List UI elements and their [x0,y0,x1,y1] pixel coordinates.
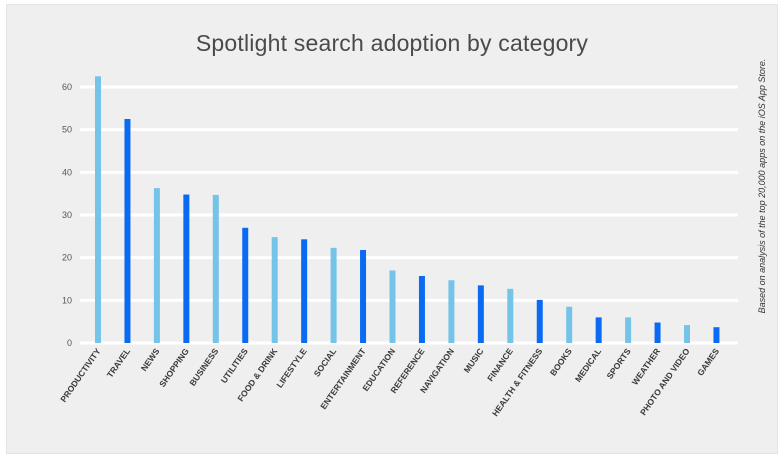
source-note: Based on analysis of the top 20,000 apps… [757,58,767,314]
bar [389,270,396,343]
x-category-label: BUSINESS [187,346,220,388]
x-category-label: SPORTS [604,346,632,381]
bar [183,194,190,343]
x-category-label: WEATHER [630,346,662,386]
x-category-label: GAMES [695,346,721,378]
x-category-label: MUSIC [462,346,486,374]
bar [153,188,160,343]
x-category-label: LIFESTYLE [274,346,309,390]
x-category-label: UTILITIES [219,346,250,385]
y-tick-label: 10 [62,295,72,305]
x-category-label: TRAVEL [105,346,132,379]
y-tick-label: 20 [62,253,72,263]
bar [566,306,573,343]
x-category-label: SHOPPING [157,346,191,389]
x-category-label: NEWS [139,346,162,373]
y-tick-label: 60 [62,82,72,92]
x-category-label: SOCIAL [312,346,339,378]
y-tick-label: 40 [62,167,72,177]
bar [507,288,514,343]
chart-frame [6,4,778,454]
chart-title: Spotlight search adoption by category [195,30,589,56]
x-category-label: HEALTH & FITNESS [490,346,545,418]
x-category-label: FINANCE [485,346,515,383]
bar [124,119,131,343]
bar [448,280,455,343]
y-tick-label: 0 [67,338,72,348]
bar [595,317,602,343]
bar [477,285,484,343]
y-tick-label: 50 [62,125,72,135]
bar [418,276,425,343]
x-category-label: MEDICAL [573,346,603,383]
bar [242,227,249,343]
x-category-label: PRODUCTIVITY [58,346,103,404]
bar [95,76,101,343]
bar [654,322,661,343]
x-category-label: BOOKS [548,346,574,378]
bar [301,239,308,343]
bar [625,317,632,343]
y-tick-label: 30 [62,210,72,220]
bar [212,194,219,343]
bar [330,247,337,343]
bar [271,237,278,343]
bar [684,325,690,343]
bar [536,299,543,343]
bar [360,249,367,343]
bar [713,327,720,343]
